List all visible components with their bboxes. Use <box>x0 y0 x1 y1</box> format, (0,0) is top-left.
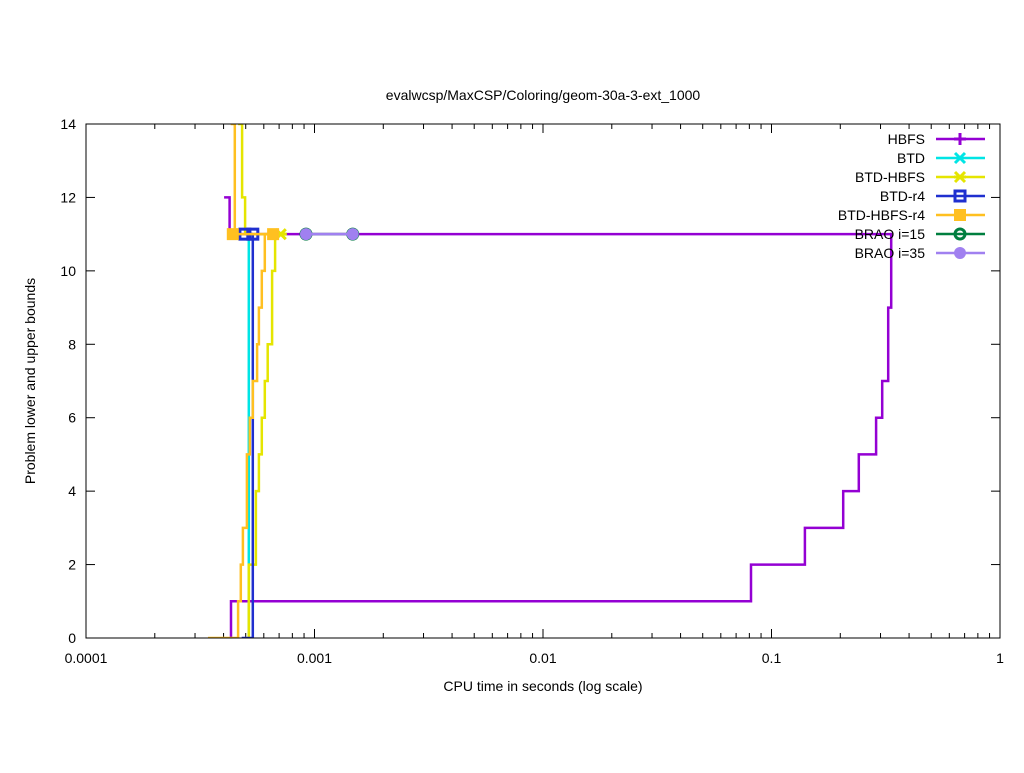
plot-series <box>208 124 893 638</box>
dot-circle-marker-icon <box>953 227 967 241</box>
data-point <box>226 228 239 241</box>
legend-label: BRAO i=15 <box>855 226 926 242</box>
lower-bound-line <box>241 234 255 638</box>
legend-item-btd-hbfs-r4: BTD-HBFS-r4 <box>838 207 985 223</box>
upper-bound-line <box>238 124 281 236</box>
lower-bound-line <box>247 232 281 638</box>
x-tick-label: 0.1 <box>762 650 782 666</box>
legend-marker <box>953 227 967 241</box>
legend-item-btd-hbfs: BTD-HBFS <box>855 169 985 185</box>
data-point <box>346 228 359 241</box>
open-square-marker-icon <box>953 189 967 203</box>
chart-title: evalwcsp/MaxCSP/Coloring/geom-30a-3-ext_… <box>386 87 701 103</box>
y-axis-label: Problem lower and upper bounds <box>22 278 38 484</box>
series-hbfs <box>224 196 893 638</box>
plus-marker-icon <box>954 133 966 145</box>
filled-square-marker-icon <box>954 209 966 221</box>
upper-bound-line <box>224 196 893 236</box>
x-tick-label: 0.01 <box>529 650 556 666</box>
legend-marker <box>954 247 966 259</box>
filled-circle-marker-icon <box>300 228 313 241</box>
legend: HBFS BTD BTD-HBFS BTD-r4 BTD-HBFS-r4 BRAO i=1… <box>838 131 985 261</box>
data-point <box>267 228 280 241</box>
x-tick-label: 0.001 <box>297 650 332 666</box>
legend-label: BTD-r4 <box>880 188 925 204</box>
series-btd-hbfs-r4 <box>208 124 280 638</box>
y-tick-label: 10 <box>60 263 76 279</box>
filled-circle-marker-icon <box>346 228 359 241</box>
lower-bound-line <box>229 232 893 638</box>
y-tick-label: 4 <box>68 483 76 499</box>
series-brao-i-35 <box>300 228 359 241</box>
legend-label: BRAO i=35 <box>855 245 926 261</box>
series-btd-hbfs <box>238 124 287 638</box>
legend-label: BTD <box>897 150 925 166</box>
star-marker-icon <box>953 170 967 184</box>
legend-label: BTD-HBFS-r4 <box>838 207 925 223</box>
legend-item-btd: BTD <box>897 150 985 166</box>
legend-marker <box>953 189 967 203</box>
y-tick-label: 14 <box>60 116 76 132</box>
filled-circle-marker-icon <box>954 247 966 259</box>
x-axis-label: CPU time in seconds (log scale) <box>443 678 642 694</box>
legend-item-btd-r4: BTD-r4 <box>880 188 985 204</box>
data-point <box>300 228 313 241</box>
legend-item-brao-i-15: BRAO i=15 <box>855 226 985 242</box>
legend-marker <box>954 133 966 145</box>
legend-marker <box>953 170 967 184</box>
legend-marker <box>953 151 967 165</box>
upper-bound-line <box>230 124 274 236</box>
legend-item-hbfs: HBFS <box>888 131 985 147</box>
cross-marker-icon <box>953 151 967 165</box>
legend-marker <box>954 209 966 221</box>
y-tick-label: 2 <box>68 557 76 573</box>
dot-circle-center-icon <box>958 232 962 236</box>
y-tick-label: 8 <box>68 336 76 352</box>
filled-square-marker-icon <box>267 228 280 241</box>
x-tick-label: 1 <box>996 650 1004 666</box>
lower-bound-line <box>208 232 274 638</box>
plot-frame <box>85 123 1001 639</box>
y-tick-label: 6 <box>68 410 76 426</box>
legend-label: BTD-HBFS <box>855 169 925 185</box>
y-tick-label: 12 <box>60 189 76 205</box>
legend-label: HBFS <box>888 131 925 147</box>
y-tick-label: 0 <box>68 630 76 646</box>
legend-item-brao-i-35: BRAO i=35 <box>855 245 985 261</box>
x-tick-label: 0.0001 <box>65 650 108 666</box>
filled-square-marker-icon <box>226 228 239 241</box>
